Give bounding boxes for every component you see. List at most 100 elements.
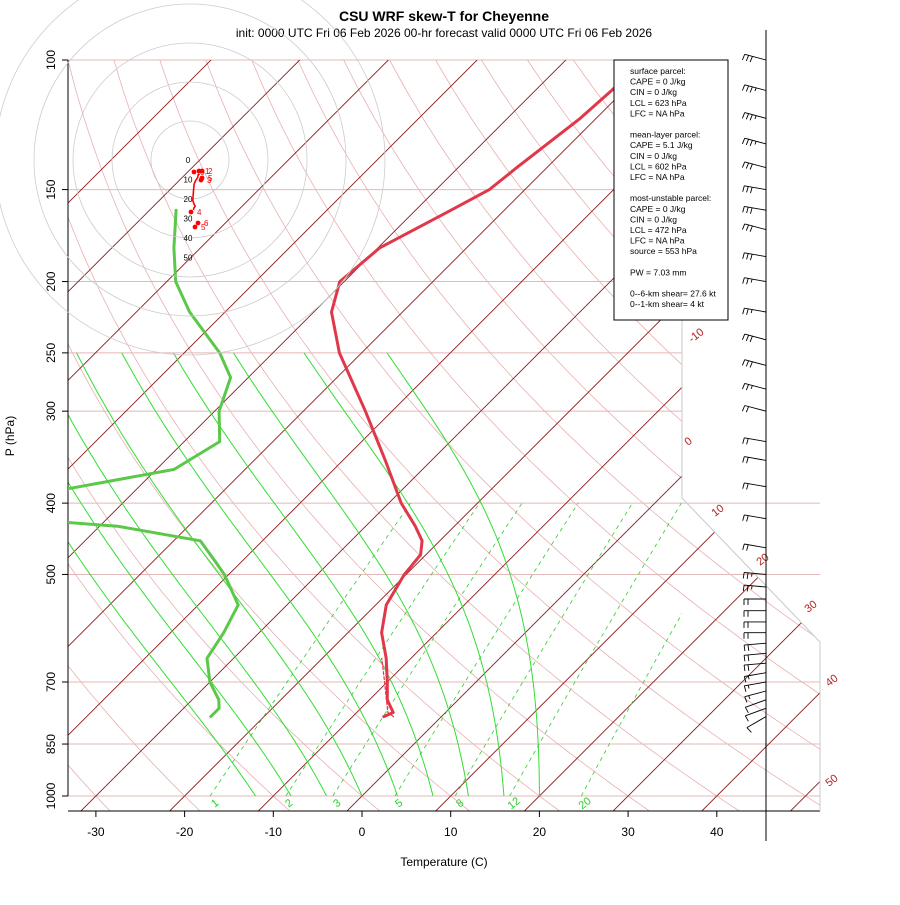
mixing-ratio-label: 8 bbox=[454, 797, 466, 810]
y-tick-label: 100 bbox=[44, 50, 58, 70]
hodograph-ring-label: 50 bbox=[184, 254, 193, 263]
wind-barb bbox=[742, 113, 766, 121]
isotherm-line bbox=[0, 44, 405, 812]
wind-barb bbox=[742, 224, 766, 232]
series-temperature-line bbox=[332, 76, 628, 717]
wind-barb bbox=[744, 633, 766, 639]
mixing-ratio-label: 12 bbox=[506, 795, 523, 812]
wind-barb bbox=[743, 308, 766, 315]
right-grid-diagonal bbox=[682, 498, 820, 642]
stats-line: PW = 7.03 mm bbox=[630, 267, 686, 277]
stats-line: LFC = NA hPa bbox=[630, 236, 685, 246]
x-tick-label: 20 bbox=[533, 825, 547, 839]
isotherm-line bbox=[258, 44, 900, 812]
stats-line: CAPE = 0 J/kg bbox=[630, 204, 686, 214]
dry-adiabat bbox=[68, 60, 650, 812]
x-tick-label: 10 bbox=[444, 825, 458, 839]
hodograph-point bbox=[193, 225, 198, 230]
stats-line: LCL = 472 hPa bbox=[630, 225, 687, 235]
dry-adiabat bbox=[0, 60, 290, 812]
wind-barb bbox=[742, 138, 766, 146]
isotherm-label: 10 bbox=[709, 502, 726, 519]
wind-barb bbox=[743, 278, 766, 285]
y-tick-label: 150 bbox=[44, 179, 58, 199]
series-dewpoint-line bbox=[0, 210, 238, 716]
mixing-ratio-label: 3 bbox=[331, 797, 343, 810]
isotherm-label: 40 bbox=[823, 672, 840, 689]
wind-barb bbox=[744, 622, 766, 628]
wind-barb bbox=[744, 611, 766, 617]
y-tick-label: 200 bbox=[44, 271, 58, 291]
stats-line: LFC = NA hPa bbox=[630, 108, 685, 118]
hodograph-ring-label: 20 bbox=[184, 195, 193, 204]
mixing-ratio-line bbox=[510, 503, 682, 796]
stats-line: most-unstable parcel: bbox=[630, 193, 711, 203]
isotherm-label: 30 bbox=[802, 598, 819, 615]
x-tick-label: -20 bbox=[176, 825, 194, 839]
x-axis-label: Temperature (C) bbox=[400, 855, 487, 869]
wind-barb bbox=[743, 253, 766, 260]
stats-line: surface parcel: bbox=[630, 66, 686, 76]
wind-barb bbox=[742, 162, 766, 170]
wind-barb bbox=[742, 360, 766, 368]
hodograph-point bbox=[192, 170, 197, 175]
dry-adiabat bbox=[0, 60, 201, 812]
isotherms bbox=[0, 44, 900, 812]
y-tick-label: 500 bbox=[44, 564, 58, 584]
stats-line: LCL = 602 hPa bbox=[630, 161, 687, 171]
x-tick-label: 30 bbox=[621, 825, 635, 839]
wind-barb bbox=[744, 682, 766, 692]
y-tick-label: 700 bbox=[44, 672, 58, 692]
y-tick-label: 850 bbox=[44, 734, 58, 754]
chart-subtitle: init: 0000 UTC Fri 06 Feb 2026 00-hr for… bbox=[236, 26, 653, 40]
mixing-ratio-label: 1 bbox=[209, 797, 221, 810]
stats-line: CIN = 0 J/kg bbox=[630, 214, 677, 224]
stats-line: source = 553 hPa bbox=[630, 246, 697, 256]
y-tick-label: 300 bbox=[44, 401, 58, 421]
stats-line: 0--6-km shear= 27.6 kt bbox=[630, 289, 716, 299]
isotherm-label: 50 bbox=[823, 772, 840, 789]
y-tick-label: 1000 bbox=[44, 782, 58, 809]
mixing-ratio-label: 5 bbox=[393, 797, 405, 810]
hodograph-trace bbox=[193, 174, 199, 210]
wind-barbs bbox=[742, 30, 766, 841]
hodograph-point-label: 5 bbox=[208, 174, 213, 183]
stats-line: LCL = 623 hPa bbox=[630, 98, 687, 108]
hodograph-point bbox=[189, 210, 194, 215]
wind-barb bbox=[744, 663, 766, 671]
hodograph-ring-label: 0 bbox=[186, 156, 191, 165]
wind-barb bbox=[743, 206, 766, 213]
mixing-ratio-line bbox=[581, 503, 745, 796]
stats-line: CAPE = 5.1 J/kg bbox=[630, 140, 693, 150]
dry-adiabat bbox=[160, 60, 830, 812]
wind-barb bbox=[743, 544, 766, 551]
y-tick-label: 400 bbox=[44, 493, 58, 513]
y-axis-label: P (hPa) bbox=[3, 416, 17, 456]
stats-line: CIN = 0 J/kg bbox=[630, 151, 677, 161]
isotherm-line bbox=[701, 44, 900, 812]
mixing-ratio-label: 20 bbox=[577, 795, 594, 812]
x-tick-label: 0 bbox=[359, 825, 366, 839]
wind-barb bbox=[744, 599, 766, 605]
wind-barb bbox=[742, 54, 766, 62]
wind-barb bbox=[742, 334, 766, 342]
wind-barb bbox=[747, 717, 766, 733]
chart-title: CSU WRF skew-T for Cheyenne bbox=[339, 8, 549, 24]
wind-barb bbox=[743, 438, 766, 445]
hodograph-point bbox=[196, 221, 201, 226]
mixing-ratio-line bbox=[333, 503, 522, 796]
mixing-ratio-label: 2 bbox=[283, 797, 295, 810]
x-tick-label: 40 bbox=[710, 825, 724, 839]
isotherm-label: 20 bbox=[754, 551, 771, 568]
isotherm-line bbox=[0, 44, 316, 812]
isotherm-label: 0 bbox=[682, 435, 694, 448]
stats-line: 0--1-km shear= 4 kt bbox=[630, 299, 705, 309]
isotherm-label: -10 bbox=[686, 326, 706, 345]
hodograph-point-label: 4 bbox=[197, 208, 202, 217]
wind-barb bbox=[743, 483, 766, 490]
wind-barb bbox=[742, 406, 766, 413]
